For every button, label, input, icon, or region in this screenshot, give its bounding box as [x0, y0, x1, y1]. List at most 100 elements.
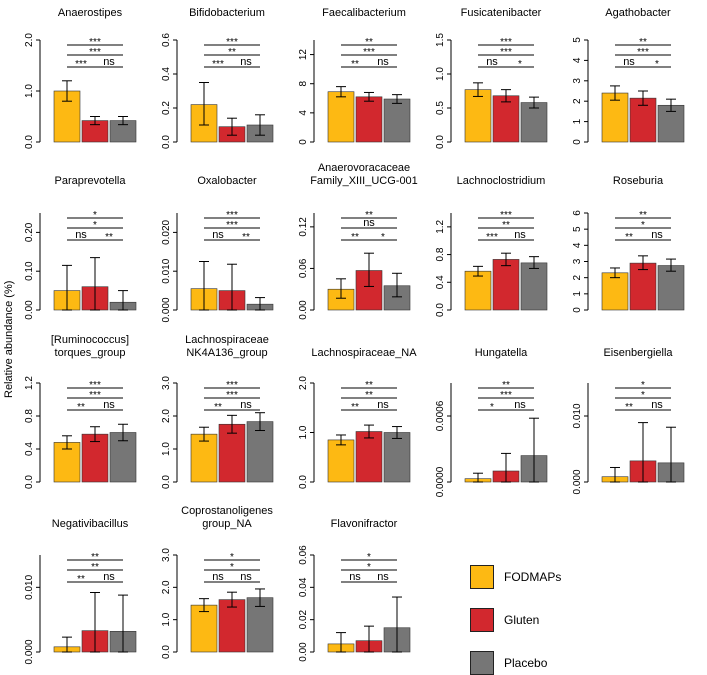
significance-label: ns: [240, 56, 252, 68]
panel-title: Family_XIII_UCG-001: [310, 175, 418, 187]
y-tick-label: 0.000: [24, 639, 35, 664]
significance-label: ***: [486, 232, 498, 243]
significance-label: *: [230, 562, 234, 573]
y-tick-label: 0.8: [435, 247, 446, 261]
significance-label: **: [502, 220, 510, 231]
significance-label: *: [230, 552, 234, 563]
y-tick-label: 2: [572, 98, 583, 104]
bar-fodmaps: [190, 433, 218, 483]
y-tick-label: 2.0: [298, 376, 309, 390]
y-tick-label: 1.0: [161, 612, 172, 626]
y-tick-label: 0.12: [298, 217, 309, 237]
significance-label: **: [625, 402, 633, 413]
y-tick-label: 1.0: [298, 425, 309, 439]
panel-flavonifractor: Flavonifractor 0.00 0.02 0.04 0.06 ** ns ns: [298, 518, 411, 662]
panel-title: Oxalobacter: [197, 175, 257, 187]
bar-fodmaps: [464, 270, 492, 311]
significance-label: ns: [651, 229, 663, 241]
significance-label: *: [367, 562, 371, 573]
y-tick-label: 1: [572, 291, 583, 297]
y-tick-label: 1.0: [435, 67, 446, 81]
y-tick-label: 6: [572, 210, 583, 216]
significance-label: ***: [212, 59, 224, 70]
panel-title: Roseburia: [613, 175, 664, 187]
legend-item-gluten: Gluten: [470, 608, 610, 632]
y-tick-label: 5: [572, 226, 583, 232]
y-tick-label: 0.00: [298, 300, 309, 320]
significance-label: **: [351, 59, 359, 70]
significance-label: **: [365, 37, 373, 48]
bar-gluten: [492, 259, 520, 311]
significance-label: **: [105, 232, 113, 243]
y-tick-label: 0.5: [435, 101, 446, 115]
significance-label: **: [365, 210, 373, 221]
significance-label: ***: [89, 380, 101, 391]
panel-title: Hungatella: [475, 347, 528, 359]
panel-title: Lachnospiraceae: [185, 334, 269, 346]
panel-title: Lachnospiraceae_NA: [311, 347, 417, 359]
y-tick-label: 3: [572, 258, 583, 264]
significance-label: ns: [363, 217, 375, 229]
panel-oxalobacter: Oxalobacter 0.000 0.010 0.020 ******ns **: [161, 175, 274, 323]
legend-label-placebo: Placebo: [504, 656, 548, 670]
y-tick-label: 5: [572, 37, 583, 43]
significance-label: ns: [514, 229, 526, 241]
bar-placebo: [520, 102, 548, 143]
panel-fusicatenibacter: Fusicatenibacter 0.0 0.5 1.0 1.5 ******ns *: [435, 7, 548, 149]
significance-label: *: [641, 390, 645, 401]
y-tick-label: 0.6: [161, 33, 172, 47]
y-tick-label: 0.0: [24, 475, 35, 489]
significance-label: ns: [377, 571, 389, 583]
significance-label: ***: [226, 390, 238, 401]
significance-label: **: [91, 562, 99, 573]
legend-swatch-placebo: [470, 651, 494, 675]
significance-label: **: [639, 210, 647, 221]
y-tick-label: 0: [572, 307, 583, 313]
y-tick-label: 1: [572, 118, 583, 124]
significance-label: ***: [500, 390, 512, 401]
y-tick-label: 0.0: [298, 475, 309, 489]
significance-label: ***: [500, 37, 512, 48]
significance-label: *: [641, 220, 645, 231]
y-tick-label: 0.010: [24, 574, 35, 599]
y-tick-label: 0.04: [298, 577, 309, 597]
y-tick-label: 4: [572, 242, 583, 248]
y-tick-label: 0.0: [161, 645, 172, 659]
legend-item-placebo: Placebo: [470, 651, 610, 675]
y-tick-label: 0.00: [298, 642, 309, 662]
significance-label: **: [77, 402, 85, 413]
bar-fodmaps: [601, 92, 629, 143]
significance-label: *: [93, 220, 97, 231]
panel-title: Faecalibacterium: [322, 7, 406, 19]
y-tick-label: 0.0006: [435, 400, 446, 431]
panel-title: Paraprevotella: [55, 175, 127, 187]
bar-gluten: [629, 262, 657, 311]
significance-label: ***: [500, 210, 512, 221]
significance-label: ***: [89, 47, 101, 58]
panel-title: Negativibacillus: [52, 518, 129, 530]
y-tick-label: 0.0000: [435, 466, 446, 497]
panel-title: Bifidobacterium: [189, 7, 265, 19]
significance-label: *: [381, 232, 385, 243]
significance-label: **: [242, 232, 250, 243]
y-tick-label: 8: [298, 80, 309, 86]
bar-fodmaps: [601, 272, 629, 311]
panel-paraprevotella: Paraprevotella 0.00 0.10 0.20 ** ns **: [24, 175, 137, 320]
significance-label: ***: [637, 47, 649, 58]
y-tick-label: 2.0: [24, 33, 35, 47]
y-tick-label: 1.2: [435, 219, 446, 233]
significance-label: ns: [377, 399, 389, 411]
significance-label: ns: [212, 571, 224, 583]
significance-label: ***: [75, 59, 87, 70]
y-tick-label: 0.06: [298, 545, 309, 565]
